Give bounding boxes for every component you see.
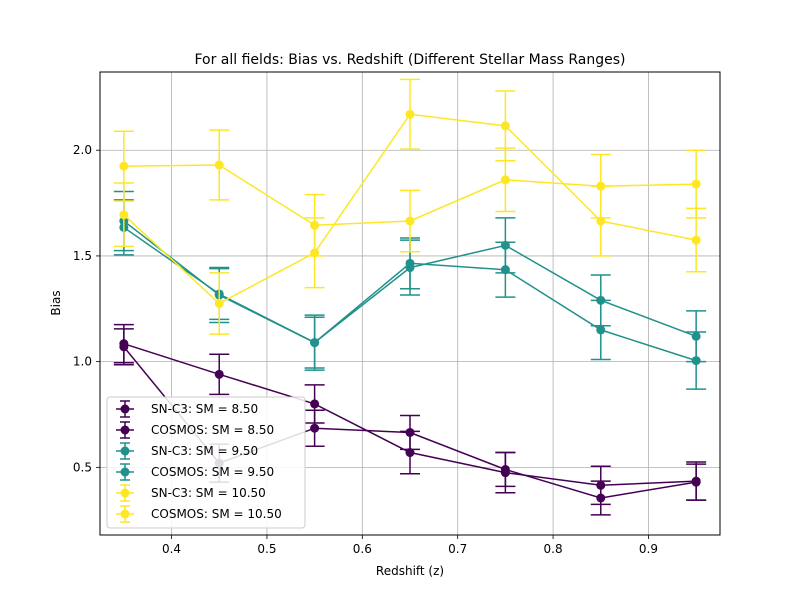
series-4 bbox=[113, 199, 707, 369]
legend: SN-C3: SM = 8.50 COSMOS: SM = 8.50 SN-C3: … bbox=[106, 396, 306, 529]
data-point bbox=[405, 263, 415, 273]
data-point bbox=[214, 369, 224, 379]
legend-label: COSMOS: SM = 10.50 bbox=[151, 507, 282, 521]
chart-title: For all fields: Bias vs. Redshift (Diffe… bbox=[194, 52, 625, 68]
legend-label: COSMOS: SM = 9.50 bbox=[151, 465, 274, 479]
data-point bbox=[596, 325, 606, 335]
data-point bbox=[310, 248, 320, 258]
plot-frame bbox=[99, 71, 721, 536]
legend-item: SN-C3: SM = 9.50 bbox=[116, 442, 258, 460]
series-6 bbox=[113, 78, 707, 335]
data-point bbox=[405, 448, 415, 458]
legend-item: COSMOS: SM = 10.50 bbox=[116, 505, 282, 523]
data-point bbox=[500, 121, 510, 131]
series-layer bbox=[113, 78, 707, 516]
data-point bbox=[691, 179, 701, 189]
y-tick-label: 1.5 bbox=[73, 249, 92, 263]
data-point bbox=[405, 109, 415, 119]
legend-label: COSMOS: SM = 8.50 bbox=[151, 423, 274, 437]
legend-marker bbox=[120, 425, 130, 435]
legend-item: SN-C3: SM = 10.50 bbox=[116, 484, 266, 502]
data-point bbox=[214, 299, 224, 308]
y-tick-label: 1.0 bbox=[73, 355, 92, 369]
data-point bbox=[405, 427, 415, 437]
data-point bbox=[310, 338, 320, 348]
data-point bbox=[691, 477, 701, 487]
x-tick-label: 0.5 bbox=[257, 542, 276, 556]
data-point bbox=[119, 210, 129, 220]
data-point bbox=[691, 331, 701, 341]
legend-item: COSMOS: SM = 8.50 bbox=[116, 421, 274, 439]
legend-marker bbox=[120, 488, 130, 498]
legend-marker bbox=[120, 509, 130, 519]
axis-ticks: 0.4 0.5 0.6 0.7 0.8 0.9 0.5 1.0 1.5 2.0 bbox=[73, 143, 658, 556]
x-tick-label: 0.8 bbox=[544, 542, 563, 556]
data-point bbox=[214, 160, 224, 170]
data-point bbox=[691, 235, 701, 245]
y-tick-label: 2.0 bbox=[73, 143, 92, 157]
data-point bbox=[119, 342, 129, 352]
legend-marker bbox=[120, 446, 130, 456]
legend-label: SN-C3: SM = 9.50 bbox=[151, 444, 258, 458]
data-point bbox=[500, 240, 510, 250]
x-tick-label: 0.9 bbox=[639, 542, 658, 556]
data-point bbox=[119, 161, 129, 171]
x-tick-label: 0.7 bbox=[448, 542, 467, 556]
data-point bbox=[310, 423, 320, 433]
data-point bbox=[500, 175, 510, 185]
legend-box bbox=[106, 396, 306, 529]
data-point bbox=[310, 399, 320, 409]
data-point bbox=[596, 216, 606, 226]
legend-label: SN-C3: SM = 10.50 bbox=[151, 486, 266, 500]
x-tick-label: 0.4 bbox=[162, 542, 181, 556]
x-axis-label: Redshift (z) bbox=[376, 564, 444, 578]
legend-marker bbox=[120, 404, 130, 414]
x-tick-label: 0.6 bbox=[353, 542, 372, 556]
data-point bbox=[405, 216, 415, 226]
legend-item: SN-C3: SM = 8.50 bbox=[116, 400, 258, 418]
data-point bbox=[596, 493, 606, 503]
data-point bbox=[500, 464, 510, 474]
legend-label: SN-C3: SM = 8.50 bbox=[151, 402, 258, 416]
data-point bbox=[596, 295, 606, 305]
y-tick-label: 0.5 bbox=[73, 460, 92, 474]
legend-marker bbox=[120, 467, 130, 477]
y-axis-label: Bias bbox=[49, 290, 63, 315]
legend-item: COSMOS: SM = 9.50 bbox=[116, 463, 274, 481]
